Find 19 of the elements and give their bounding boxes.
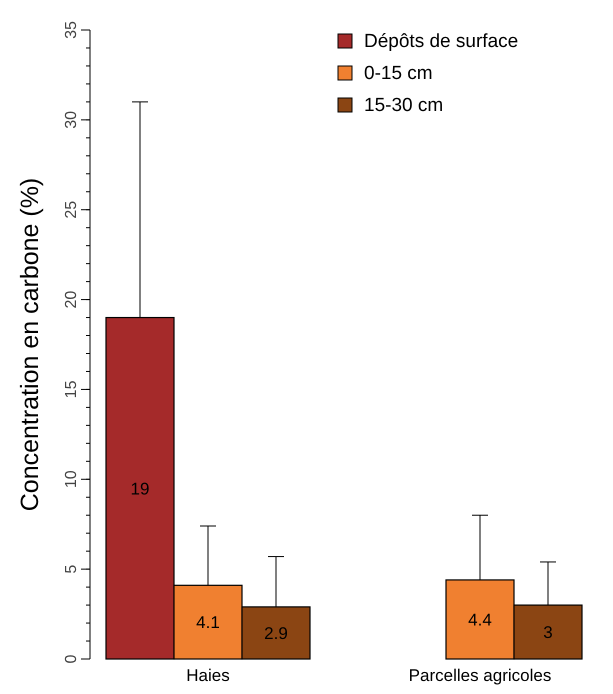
legend-label: Dépôts de surface <box>364 31 518 52</box>
x-tick-label: Parcelles agricoles <box>408 666 552 685</box>
legend-label: 0-15 cm <box>364 63 433 84</box>
data-label: 4.4 <box>468 610 492 630</box>
data-label: 2.9 <box>264 624 288 643</box>
data-label: 19 <box>130 479 150 498</box>
y-tick-label: 30 <box>63 110 80 129</box>
y-tick-label: 20 <box>63 290 80 308</box>
y-tick-label: 0 <box>63 654 80 664</box>
y-tick-label: 25 <box>63 200 80 219</box>
y-tick-label: 5 <box>63 564 80 574</box>
data-label: 4.1 <box>196 613 220 632</box>
x-tick-label: Haies <box>186 666 230 685</box>
y-tick-label: 10 <box>63 470 80 488</box>
y-tick-label: 15 <box>63 380 80 398</box>
data-label: 3 <box>543 623 553 642</box>
y-axis-title: Concentration en carbone (%) <box>16 178 44 512</box>
legend-label: 15-30 cm <box>364 95 444 116</box>
y-tick-label: 35 <box>63 21 80 39</box>
